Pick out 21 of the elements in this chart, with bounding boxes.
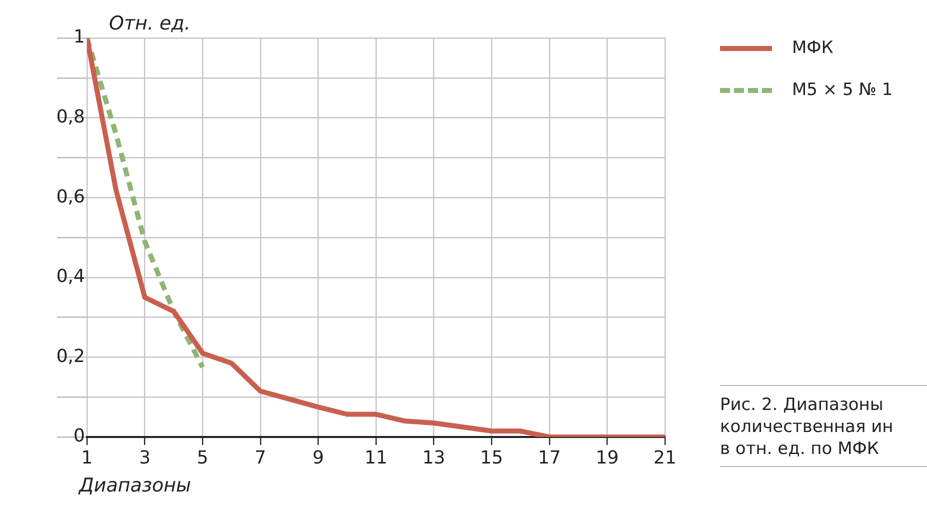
x-tick-label: 5 [196,447,208,468]
x-tick-label: 19 [596,447,619,468]
x-tick-label: 15 [480,447,504,468]
x-tick-label: 11 [364,447,388,468]
x-axis-title: Диапазоны [78,474,192,496]
y-axis-title: Отн. ед. [109,12,190,34]
x-tick-label: 3 [139,447,151,468]
x-tick-label: 13 [422,447,446,468]
y-tick-label: 0,4 [56,266,85,288]
y-tick-label: 0,8 [56,106,85,128]
text: Рис. 2. Диапазоны количественная ин в отн. ед. по МФК [720,394,894,460]
y-tick-label: 0,6 [56,186,85,208]
legend-label: М5 × 5 № 1 [792,80,893,100]
y-tick-label: 1 [74,26,85,48]
x-tick-label: 21 [654,447,676,468]
x-tick-label: 9 [312,447,324,468]
y-tick-label: 0 [74,426,85,447]
legend-label: МФК [792,38,834,58]
x-tick-label: 7 [254,447,266,468]
x-tick-label: 17 [538,447,561,468]
y-tick-label: 0,2 [56,346,85,367]
